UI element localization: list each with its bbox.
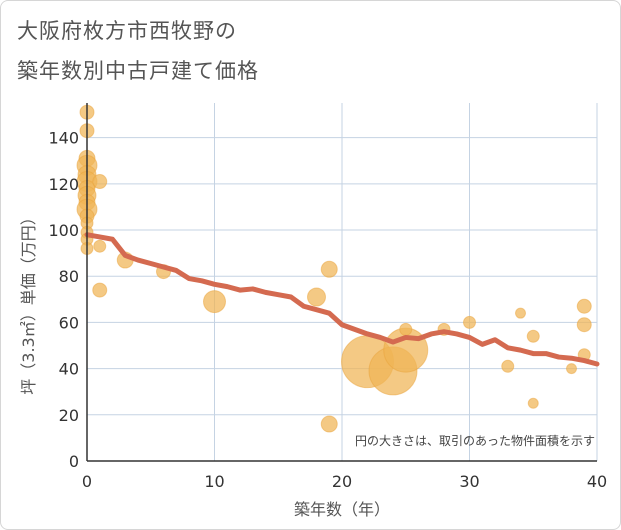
trend-line (84, 232, 600, 367)
bubble-point (93, 239, 107, 253)
bubble-point (399, 322, 413, 336)
x-tick-label: 40 (587, 472, 607, 491)
y-tick-label: 40 (59, 360, 79, 379)
bubble-point (320, 415, 338, 433)
y-tick-label: 100 (48, 221, 79, 240)
bubble-series (76, 104, 592, 433)
bubble-point (92, 282, 108, 298)
size-legend-note: 円の大きさは、取引のあった物件面積を示す (355, 433, 595, 448)
bubble-point (515, 307, 526, 319)
x-tick-label: 10 (204, 472, 224, 491)
y-tick-label: 80 (59, 267, 79, 286)
y-tick-label: 140 (48, 129, 79, 148)
grid-lines (86, 103, 598, 462)
bubble-point (92, 174, 108, 190)
bubble-point (320, 260, 338, 278)
y-tick-label: 0 (69, 452, 79, 471)
bubble-point (566, 363, 577, 375)
chart-title-line-1: 大阪府枚方市西牧野の (17, 19, 237, 43)
y-tick-label: 60 (59, 313, 79, 332)
y-axis-label: 坪（3.3㎡）単価（万円） (19, 209, 38, 394)
bubble-point (526, 329, 540, 343)
chart-title-line-2: 築年数別中古戸建て価格 (17, 59, 259, 83)
x-axis-label: 築年数（年） (294, 500, 390, 519)
x-tick-label: 0 (82, 472, 92, 491)
x-tick-label: 30 (459, 472, 479, 491)
bubble-point (501, 359, 515, 373)
bubble-point (203, 290, 226, 314)
y-tick-label: 120 (48, 175, 79, 194)
y-tick-label: 20 (59, 406, 79, 425)
x-tick-label: 20 (332, 472, 352, 491)
bubble-point (463, 315, 476, 329)
bubble-point (527, 397, 539, 409)
bubble-point (576, 317, 592, 333)
bubble-point (307, 287, 326, 307)
bubble-point (576, 298, 592, 314)
